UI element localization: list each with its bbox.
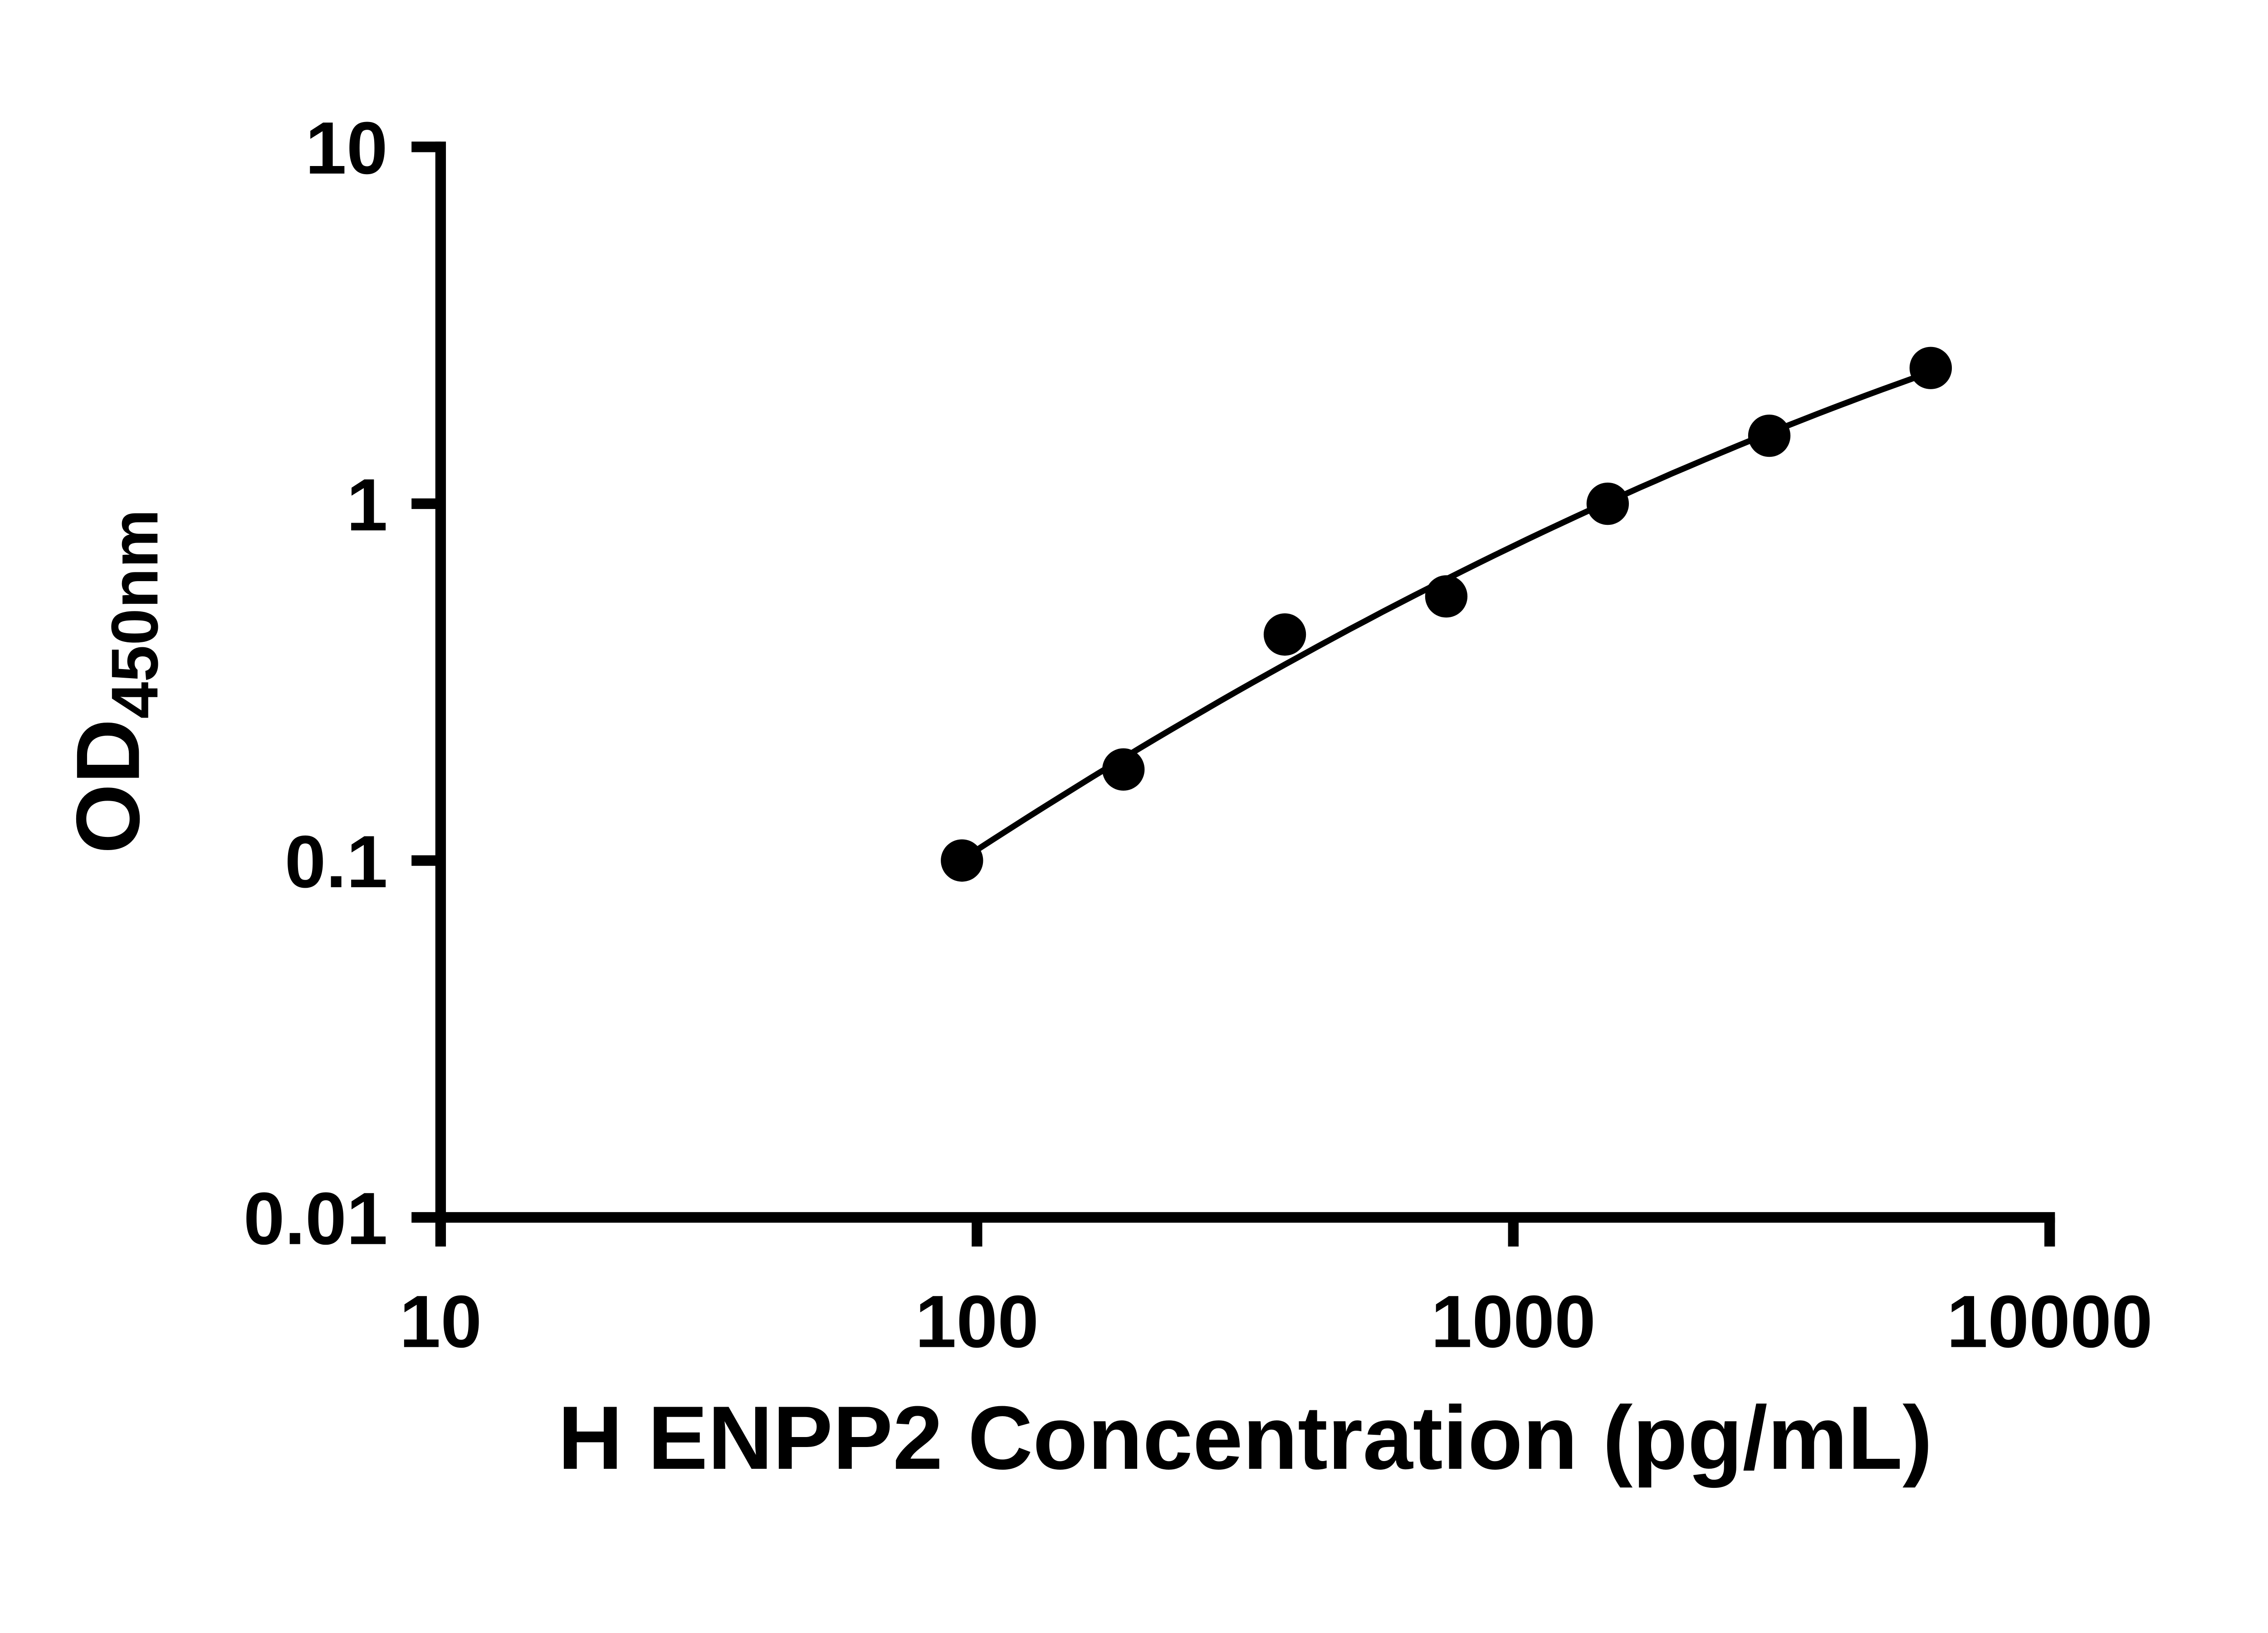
y-axis-label-main: OD [58, 719, 158, 854]
x-tick-label: 100 [915, 1280, 1039, 1363]
data-point [1909, 347, 1952, 389]
y-axis-ticks: 0.01 0.1 1 10 [244, 107, 441, 1260]
x-axis-ticks: 10 100 1000 10000 [400, 1217, 2153, 1363]
data-point [1102, 748, 1145, 791]
standard-curve-chart: 10 100 1000 10000 0.01 0.1 1 10 H ENPP2 Concen… [58, 106, 2153, 1489]
y-tick-label: 0.01 [244, 1177, 388, 1260]
data-points [941, 347, 1952, 882]
y-axis-label: OD450nm [58, 509, 171, 854]
x-tick-label: 10000 [1947, 1280, 2153, 1363]
data-point [1263, 613, 1306, 656]
data-point [1748, 414, 1791, 457]
data-point [1425, 575, 1468, 618]
standard-curve-figure: 10 100 1000 10000 0.01 0.1 1 10 H ENPP2 Concen… [58, 106, 2153, 1489]
y-tick-label: 0.1 [285, 820, 388, 903]
y-tick-label: 10 [305, 107, 388, 190]
data-point [1586, 482, 1629, 525]
y-tick-label: 1 [347, 463, 388, 546]
x-tick-label: 1000 [1431, 1280, 1596, 1363]
y-axis-label-subscript: 450nm [98, 509, 171, 719]
data-point [941, 839, 983, 882]
x-tick-label: 10 [400, 1280, 482, 1363]
x-axis-label: H ENPP2 Concentration (pg/mL) [558, 1388, 1933, 1488]
